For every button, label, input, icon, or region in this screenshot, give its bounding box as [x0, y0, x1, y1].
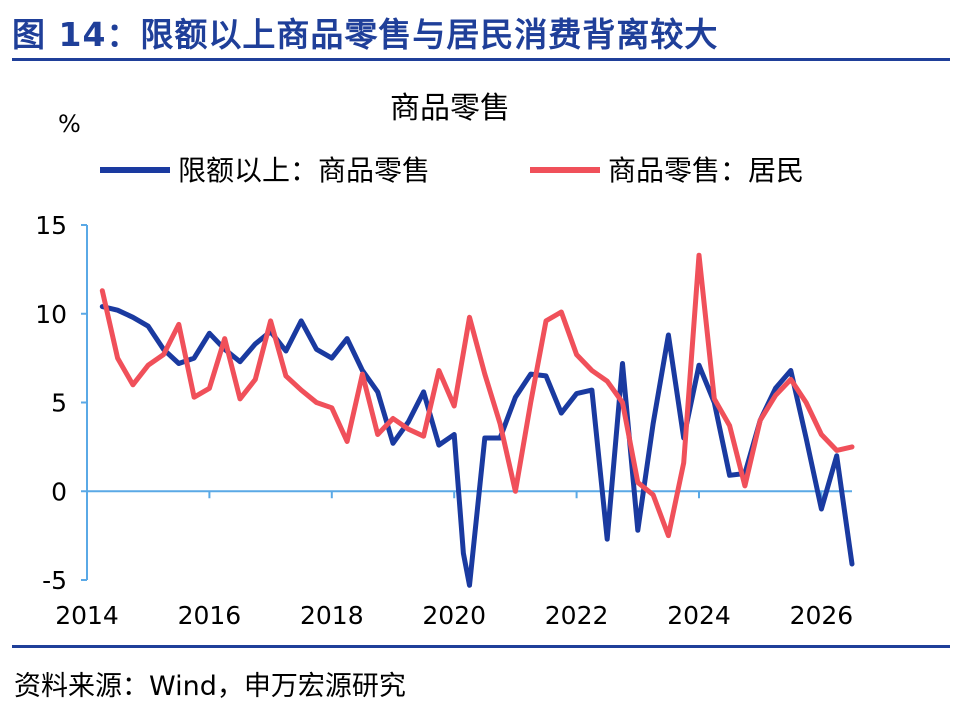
top-rule	[12, 58, 950, 61]
y-axis-unit: %	[58, 110, 81, 138]
figure-title: 图 14：限额以上商品零售与居民消费背离较大	[12, 15, 719, 54]
x-tick-label: 2018	[300, 601, 364, 630]
y-tick-label: 15	[35, 211, 67, 240]
x-tick-label: 2016	[178, 601, 242, 630]
axes: -5 0 5 10 15 2014 2016 2018 2020 2022 2024 2026	[35, 211, 853, 630]
x-tick-label: 2022	[545, 601, 609, 630]
x-tick-label: 2026	[790, 601, 854, 630]
legend-label-red: 商品零售：居民	[608, 154, 804, 187]
series-line-red	[99, 252, 855, 539]
chart-title: 商品零售	[390, 91, 510, 126]
y-tick-label: 0	[51, 477, 67, 506]
x-tick-label: 2020	[422, 601, 486, 630]
y-tick-label: -5	[42, 566, 67, 595]
bottom-rule	[12, 645, 950, 648]
x-tick-label: 2014	[55, 601, 119, 630]
line-chart: 商品零售 % 限额以上：商品零售 商品零售：居民 -5 0 5 10 15 2014 201…	[35, 91, 855, 630]
source-note: 资料来源：Wind，申万宏源研究	[14, 671, 406, 702]
legend: 限额以上：商品零售 商品零售：居民	[100, 154, 804, 187]
series-layer	[99, 252, 855, 588]
legend-label-blue: 限额以上：商品零售	[178, 154, 430, 187]
y-tick-label: 10	[35, 300, 67, 329]
x-tick-label: 2024	[667, 601, 731, 630]
y-tick-label: 5	[51, 389, 67, 418]
